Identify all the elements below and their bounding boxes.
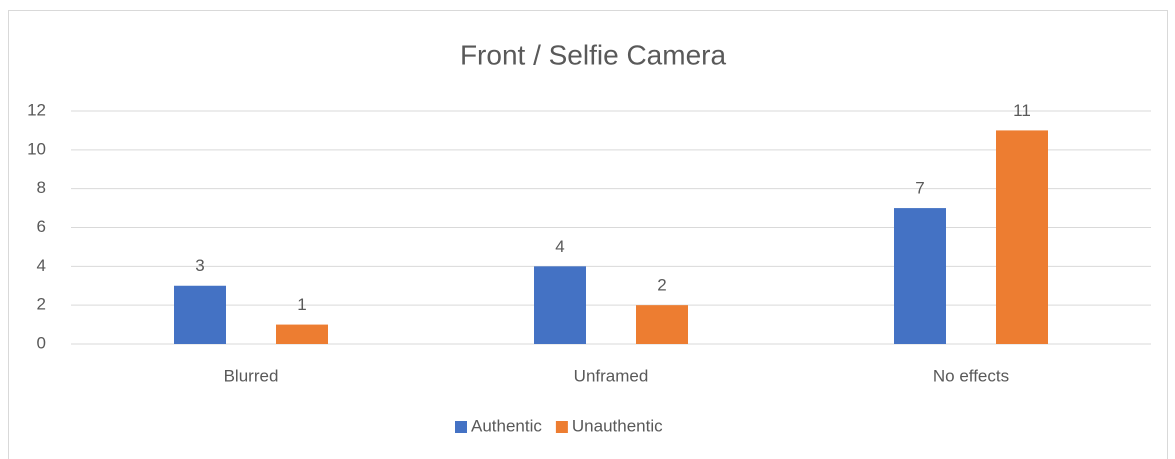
y-tick-label: 12	[27, 100, 46, 119]
y-tick-label: 2	[37, 295, 46, 314]
bar	[996, 130, 1048, 344]
legend-label: Authentic	[471, 416, 542, 435]
data-label: 7	[915, 179, 924, 198]
legend-swatch	[455, 421, 467, 433]
bar	[534, 266, 586, 344]
x-tick-label: Blurred	[224, 366, 279, 385]
x-tick-label: Unframed	[574, 366, 649, 385]
legend-swatch	[555, 421, 568, 433]
data-label: 4	[555, 237, 564, 256]
y-tick-label: 6	[37, 217, 46, 236]
chart-title: Front / Selfie Camera	[460, 39, 727, 70]
data-label: 2	[657, 276, 666, 295]
chart-border	[8, 10, 1168, 459]
bar	[894, 208, 946, 344]
data-label: 11	[1013, 101, 1031, 120]
bar	[174, 285, 226, 344]
y-tick-label: 10	[27, 139, 46, 158]
y-tick-label: 8	[37, 178, 46, 197]
y-tick-label: 4	[37, 256, 46, 275]
data-label: 3	[195, 256, 204, 275]
legend-label: Unauthentic	[572, 416, 663, 435]
bar	[276, 324, 328, 344]
bar	[636, 305, 688, 344]
y-tick-label: 0	[37, 333, 46, 352]
data-label: 1	[297, 295, 306, 314]
x-tick-label: No effects	[933, 366, 1009, 385]
